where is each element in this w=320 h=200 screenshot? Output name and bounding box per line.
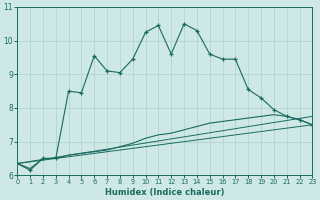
X-axis label: Humidex (Indice chaleur): Humidex (Indice chaleur) — [105, 188, 225, 197]
